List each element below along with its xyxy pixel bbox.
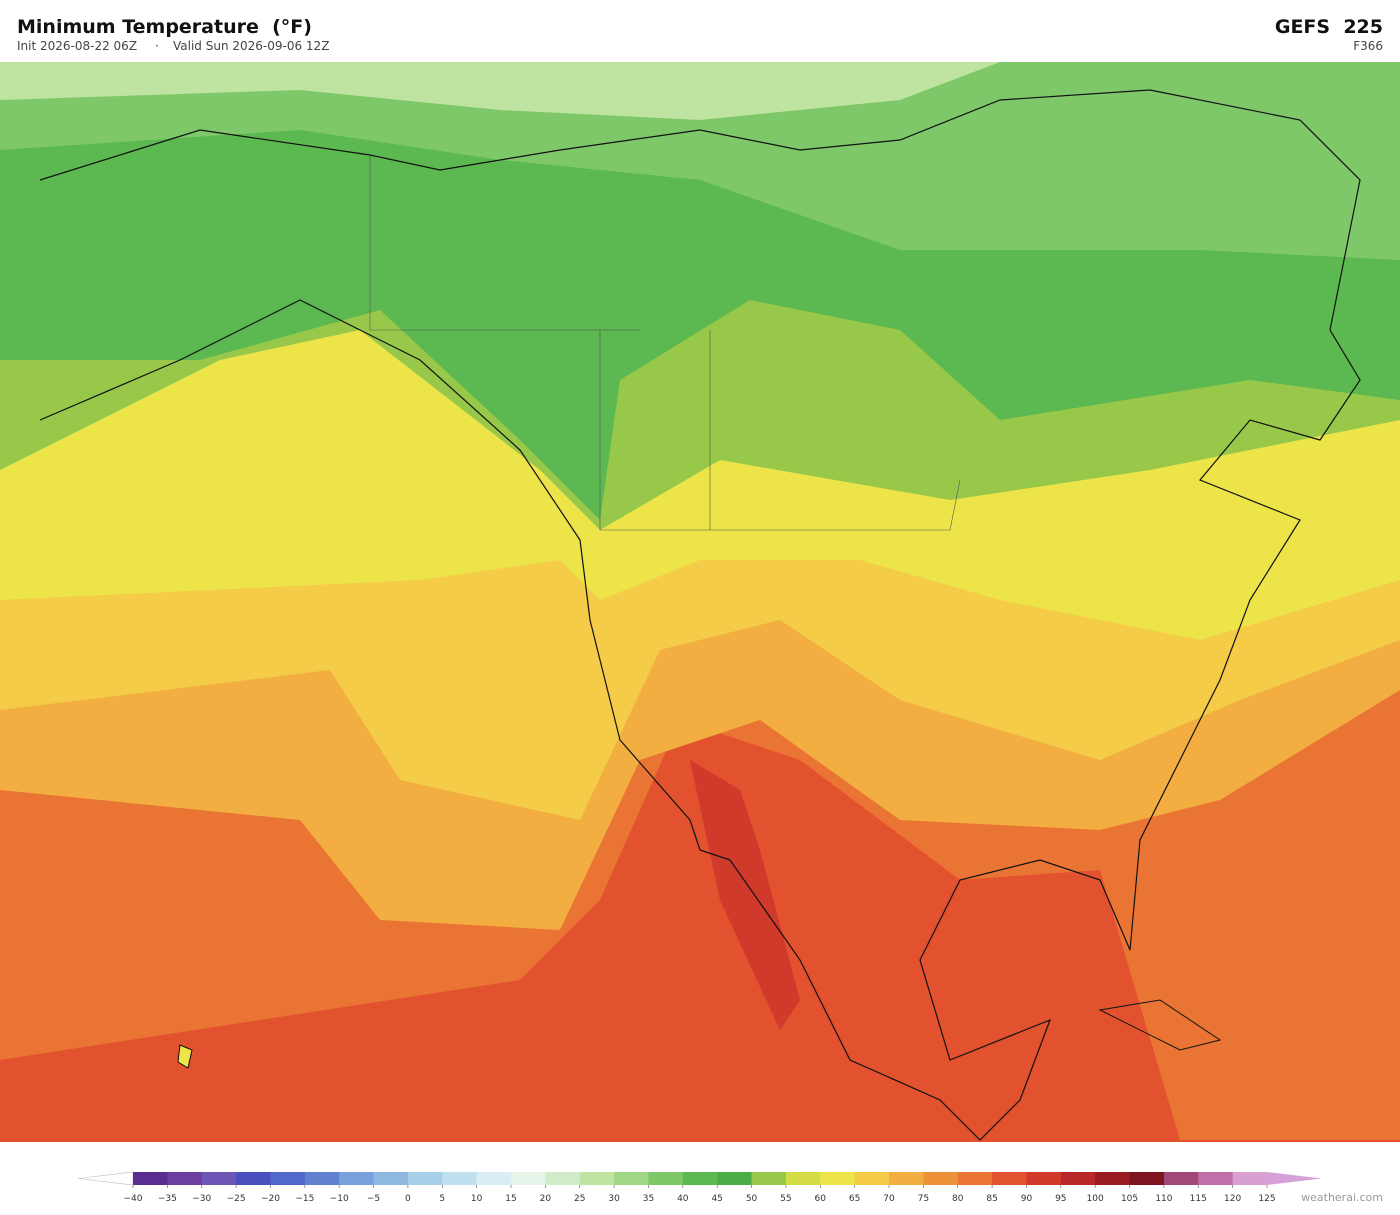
colorbar-tick-label: −5 bbox=[367, 1194, 380, 1204]
colorbar-segment bbox=[511, 1172, 546, 1185]
zone-25 bbox=[0, 62, 1000, 120]
colorbar-tick-label: 65 bbox=[849, 1194, 860, 1204]
colorbar-tick-label: 110 bbox=[1155, 1194, 1172, 1204]
colorbar-tick-label: −20 bbox=[261, 1194, 280, 1204]
colorbar-segment bbox=[1232, 1172, 1268, 1185]
colorbar-tick-label: 120 bbox=[1224, 1194, 1241, 1204]
colorbar-tick-label: 20 bbox=[540, 1194, 552, 1204]
colorbar-segment bbox=[889, 1172, 924, 1185]
coastline bbox=[39, 89, 1361, 1141]
colorbar-segment bbox=[1095, 1172, 1131, 1185]
colorbar-tick-label: 70 bbox=[883, 1194, 895, 1204]
colorbar-tick-label: 15 bbox=[505, 1194, 516, 1204]
colorbar-tick-label: 50 bbox=[746, 1194, 758, 1204]
colorbar-tick-label: 80 bbox=[952, 1194, 964, 1204]
colorbar-tick-label: 55 bbox=[780, 1194, 791, 1204]
colorbar-tick-label: 45 bbox=[711, 1194, 722, 1204]
colorbar-segment bbox=[1129, 1172, 1165, 1185]
colorbar-tick-label: −30 bbox=[192, 1194, 211, 1204]
colorbar-segment bbox=[648, 1172, 684, 1185]
colorbar-tick-label: −35 bbox=[158, 1194, 177, 1204]
colorbar-segment bbox=[339, 1172, 375, 1185]
colorbar-tick-label: 85 bbox=[986, 1194, 997, 1204]
model: GEFS 225 bbox=[1274, 16, 1383, 38]
colorbar-tick-label: 60 bbox=[815, 1194, 827, 1204]
forecast-hour: F366 bbox=[1353, 39, 1383, 53]
colorbar-tick-label: −25 bbox=[227, 1194, 246, 1204]
zone-35 bbox=[0, 62, 1400, 260]
colorbar-segment bbox=[923, 1172, 959, 1185]
colorbar-segment bbox=[545, 1172, 581, 1185]
colorbar-tick-label: 40 bbox=[677, 1194, 689, 1204]
colorbar-segment bbox=[442, 1172, 478, 1185]
colorbar-tick-label: 100 bbox=[1087, 1194, 1104, 1204]
colorbar-tick-label: 115 bbox=[1190, 1194, 1207, 1204]
colorbar-segment bbox=[270, 1172, 306, 1185]
init: Init 2026-08-22 06Z bbox=[17, 39, 138, 53]
colorbar-tick-label: 35 bbox=[643, 1194, 654, 1204]
colorbar-tick-label: 105 bbox=[1121, 1194, 1138, 1204]
colorbar-tick-label: −10 bbox=[330, 1194, 349, 1204]
title: Minimum Temperature (°F) bbox=[17, 16, 312, 38]
colorbar-segment bbox=[820, 1172, 856, 1185]
colorbar-segment bbox=[751, 1172, 787, 1185]
colorbar-tick-label: 75 bbox=[918, 1194, 929, 1204]
colorbar-tick-label: 10 bbox=[471, 1194, 483, 1204]
colorbar-segment bbox=[992, 1172, 1027, 1185]
colorbar-over bbox=[1267, 1172, 1322, 1185]
colorbar-segment bbox=[682, 1172, 718, 1185]
colorbar-segment bbox=[1026, 1172, 1062, 1185]
colorbar: −40 −35 −30 −25 −20 −15 −10 −5 0 5 10 15 20 25 30 35 40 4… bbox=[77, 1171, 1322, 1204]
colorbar-tick-label: −15 bbox=[295, 1194, 314, 1204]
colorbar-segment bbox=[201, 1172, 237, 1185]
hot-zone bbox=[690, 760, 800, 1030]
hawaii bbox=[177, 1044, 193, 1069]
colorbar-segment bbox=[236, 1172, 271, 1185]
borders bbox=[369, 155, 961, 531]
colorbar-segment bbox=[1060, 1172, 1096, 1185]
colorbar-segment bbox=[1198, 1172, 1234, 1185]
colorbar-segment bbox=[1163, 1172, 1199, 1185]
colorbar-segment bbox=[304, 1172, 340, 1185]
colorbar-tick-label: 125 bbox=[1258, 1194, 1275, 1204]
colorbar-segment bbox=[407, 1172, 443, 1185]
colorbar-tick-label: −40 bbox=[124, 1194, 143, 1204]
colorbar-segment bbox=[133, 1172, 168, 1185]
colorbar-segment bbox=[373, 1172, 409, 1185]
colorbar-tick-label: 25 bbox=[574, 1194, 585, 1204]
colorbar-segment bbox=[957, 1172, 993, 1185]
colorbar-segment bbox=[785, 1172, 821, 1185]
map bbox=[0, 62, 1400, 1142]
colorbar-tick-label: 90 bbox=[1021, 1194, 1033, 1204]
colorbar-under bbox=[77, 1171, 134, 1186]
colorbar-tick-label: 95 bbox=[1055, 1194, 1066, 1204]
credit: weatherai.com bbox=[1301, 1191, 1383, 1204]
separator: · bbox=[155, 39, 159, 53]
valid: Valid Sun 2026-09-06 12Z bbox=[173, 39, 330, 53]
colorbar-segment bbox=[167, 1172, 203, 1185]
header: Minimum Temperature (°F) Init 2026-08-22… bbox=[0, 0, 1400, 62]
cuba bbox=[1098, 999, 1222, 1051]
colorbar-segment bbox=[476, 1172, 512, 1185]
colorbar-segment bbox=[614, 1172, 649, 1185]
colorbar-segment bbox=[717, 1172, 753, 1185]
colorbar-segment bbox=[854, 1172, 890, 1185]
colorbar-tick-label: 5 bbox=[439, 1194, 445, 1204]
colorbar-tick-label: 0 bbox=[405, 1194, 411, 1204]
colorbar-segment bbox=[579, 1172, 615, 1185]
colorbar-tick-label: 30 bbox=[608, 1194, 620, 1204]
